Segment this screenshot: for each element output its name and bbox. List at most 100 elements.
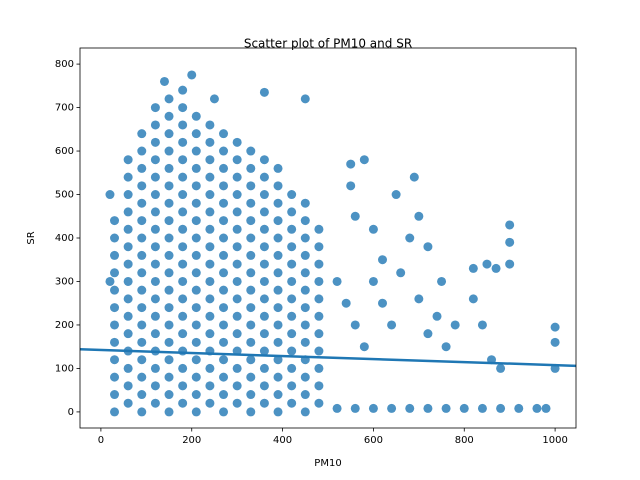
scatter-point <box>259 259 269 269</box>
scatter-point <box>259 155 269 165</box>
scatter-point <box>150 172 160 182</box>
scatter-point <box>232 207 242 217</box>
scatter-point <box>219 320 229 330</box>
scatter-point <box>110 320 120 330</box>
scatter-point <box>191 285 201 295</box>
scatter-point <box>150 103 160 113</box>
scatter-point <box>150 120 160 130</box>
scatter-point <box>178 398 188 408</box>
scatter-point <box>232 329 242 339</box>
scatter-point <box>205 224 215 234</box>
scatter-point <box>137 181 147 191</box>
scatter-point <box>123 190 133 200</box>
x-tick-label: 200 <box>182 435 201 446</box>
scatter-point <box>378 255 388 265</box>
scatter-point <box>137 268 147 278</box>
scatter-point <box>314 311 324 321</box>
scatter-point <box>273 372 283 382</box>
scatter-point <box>150 276 160 286</box>
x-tick-label: 0 <box>98 435 104 446</box>
scatter-point <box>541 403 551 413</box>
x-tick-label: 400 <box>273 435 292 446</box>
scatter-point <box>246 181 256 191</box>
scatter-point <box>150 137 160 147</box>
scatter-point <box>137 129 147 139</box>
scatter-point <box>178 155 188 165</box>
scatter-point <box>246 285 256 295</box>
scatter-point <box>273 250 283 260</box>
scatter-point <box>232 398 242 408</box>
scatter-point <box>450 320 460 330</box>
scatter-point <box>191 198 201 208</box>
scatter-point <box>346 159 356 169</box>
scatter-point <box>178 346 188 356</box>
scatter-point <box>150 224 160 234</box>
scatter-point <box>137 163 147 173</box>
scatter-point <box>164 303 174 313</box>
y-tick-label: 200 <box>55 320 74 331</box>
scatter-point <box>246 216 256 226</box>
y-tick-label: 700 <box>55 103 74 114</box>
scatter-point <box>300 198 310 208</box>
scatter-point <box>232 242 242 252</box>
scatter-point <box>164 320 174 330</box>
scatter-point <box>164 355 174 365</box>
scatter-point <box>259 294 269 304</box>
scatter-point <box>187 70 197 80</box>
scatter-point <box>110 250 120 260</box>
scatter-point <box>477 403 487 413</box>
scatter-point <box>259 207 269 217</box>
scatter-point <box>468 263 478 273</box>
scatter-point <box>246 163 256 173</box>
scatter-point <box>300 94 310 104</box>
scatter-point <box>259 242 269 252</box>
scatter-point <box>164 146 174 156</box>
scatter-point <box>273 337 283 347</box>
scatter-point <box>259 172 269 182</box>
scatter-point <box>105 276 115 286</box>
scatter-point <box>191 303 201 313</box>
scatter-point <box>550 337 560 347</box>
scatter-point <box>110 372 120 382</box>
scatter-point <box>191 129 201 139</box>
scatter-point <box>414 211 424 221</box>
scatter-point <box>178 172 188 182</box>
scatter-point <box>219 250 229 260</box>
scatter-point <box>314 398 324 408</box>
scatter-point <box>178 103 188 113</box>
scatter-point <box>405 403 415 413</box>
scatter-point <box>246 268 256 278</box>
scatter-point <box>191 355 201 365</box>
scatter-point <box>314 294 324 304</box>
scatter-point <box>259 346 269 356</box>
scatter-point <box>191 233 201 243</box>
scatter-point <box>178 120 188 130</box>
x-axis-label: PM10 <box>314 458 341 469</box>
scatter-point <box>259 398 269 408</box>
y-tick-label: 600 <box>55 146 74 157</box>
scatter-point <box>123 242 133 252</box>
scatter-point <box>150 155 160 165</box>
scatter-point <box>164 163 174 173</box>
scatter-point <box>300 407 310 417</box>
scatter-point <box>396 268 406 278</box>
scatter-point <box>123 259 133 269</box>
scatter-point <box>273 407 283 417</box>
scatter-point <box>178 137 188 147</box>
scatter-point <box>232 294 242 304</box>
y-tick-label: 300 <box>55 276 74 287</box>
scatter-point <box>137 320 147 330</box>
scatter-point <box>219 407 229 417</box>
plot-area <box>79 70 577 417</box>
scatter-point <box>150 242 160 252</box>
scatter-point <box>164 233 174 243</box>
scatter-point <box>191 216 201 226</box>
scatter-point <box>314 276 324 286</box>
scatter-point <box>273 181 283 191</box>
scatter-point <box>150 398 160 408</box>
scatter-point <box>110 407 120 417</box>
scatter-point <box>341 298 351 308</box>
scatter-point <box>219 303 229 313</box>
scatter-point <box>110 233 120 243</box>
